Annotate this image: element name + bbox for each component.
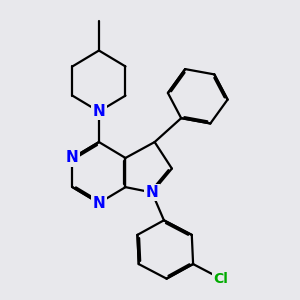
Text: N: N [93, 104, 105, 119]
Text: Cl: Cl [214, 272, 228, 286]
Text: N: N [66, 151, 79, 166]
Text: N: N [93, 196, 105, 211]
Text: N: N [146, 185, 158, 200]
